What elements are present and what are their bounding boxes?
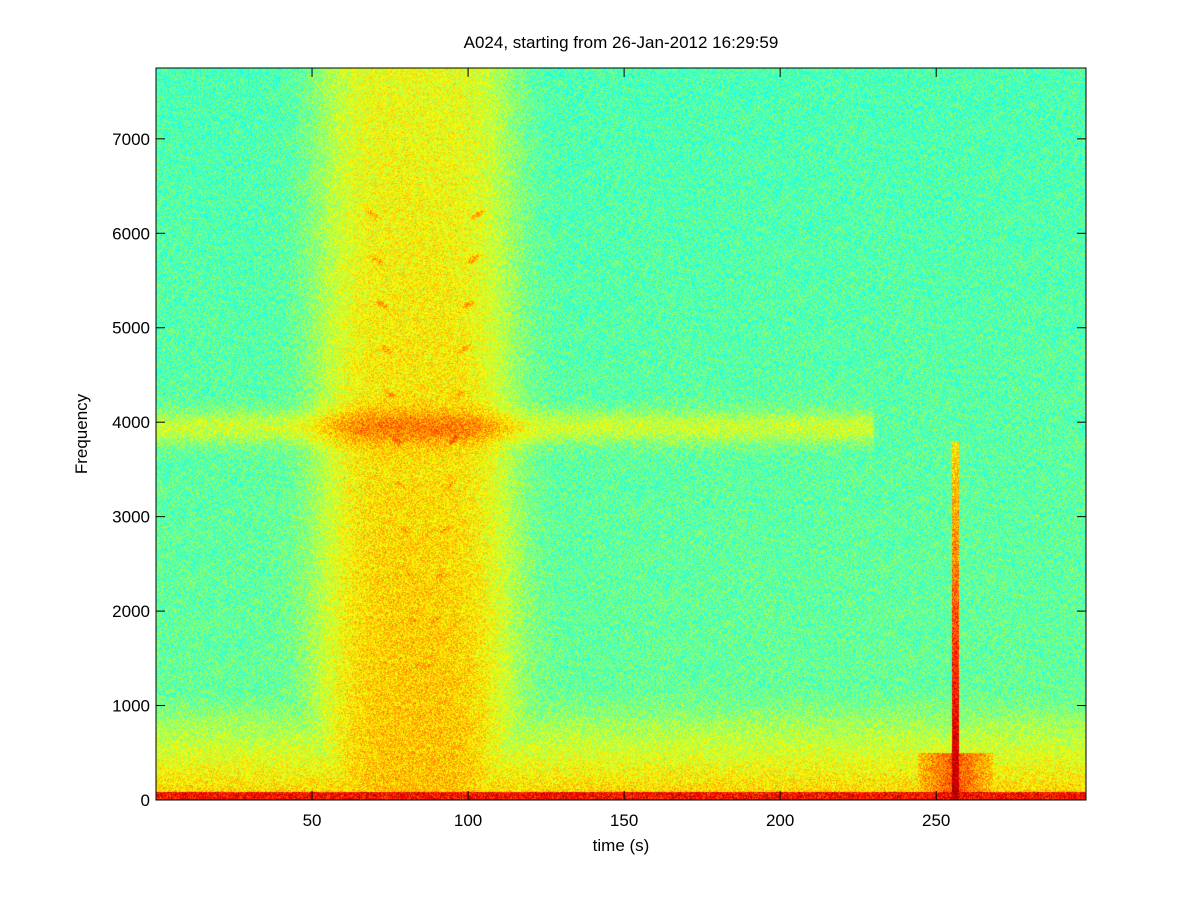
y-tick-label: 1000 <box>112 697 150 716</box>
chart-title: A024, starting from 26-Jan-2012 16:29:59 <box>463 33 779 52</box>
y-axis-label: Frequency <box>72 393 91 475</box>
y-tick-label: 5000 <box>112 319 150 338</box>
y-tick-label: 0 <box>141 791 150 810</box>
y-tick-label: 4000 <box>112 413 150 432</box>
x-tick-label: 200 <box>766 811 794 830</box>
y-tick-label: 6000 <box>112 224 150 243</box>
axes-box <box>155 67 1087 801</box>
y-tick-label: 7000 <box>112 130 150 149</box>
x-tick-label: 250 <box>922 811 950 830</box>
x-tick-label: 50 <box>303 811 322 830</box>
spectrogram-heatmap <box>156 68 1086 800</box>
x-axis-label: time (s) <box>592 836 650 855</box>
y-tick-label: 2000 <box>112 602 150 621</box>
x-tick-label: 100 <box>454 811 482 830</box>
y-tick-label: 3000 <box>112 508 150 527</box>
x-tick-label: 150 <box>610 811 638 830</box>
